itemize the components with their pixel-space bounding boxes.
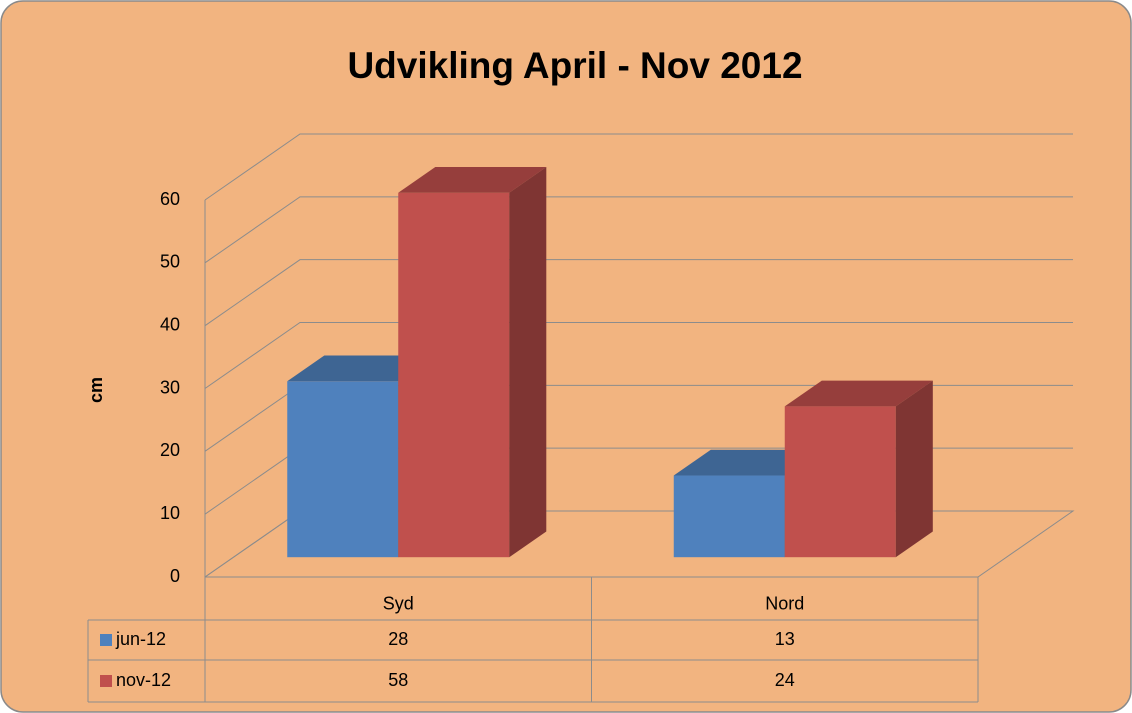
bar-top	[784, 380, 933, 407]
y-tick-label: 30	[160, 377, 180, 397]
bar-side	[509, 167, 547, 558]
legend-label: jun-12	[115, 629, 166, 649]
grid-line	[204, 322, 1073, 389]
bar-front	[287, 381, 399, 558]
bar-front	[673, 475, 785, 558]
legend-swatch	[100, 675, 112, 687]
y-tick-label: 10	[160, 503, 180, 523]
bar	[784, 380, 933, 558]
table-value: 58	[388, 670, 408, 690]
table-value: 28	[388, 629, 408, 649]
table-value: 13	[775, 629, 795, 649]
grid-line	[204, 259, 1073, 327]
legend-swatch	[100, 634, 112, 646]
y-tick-label: 40	[160, 314, 180, 334]
chart-title: Udvikling April - Nov 2012	[347, 45, 802, 86]
y-axis-label: cm	[86, 377, 106, 403]
y-tick-label: 60	[160, 189, 180, 209]
y-tick-label: 50	[160, 252, 180, 272]
x-tick-label: Nord	[765, 593, 804, 613]
bar-side	[895, 380, 933, 558]
bar-front	[398, 192, 510, 558]
bar	[398, 167, 547, 558]
x-tick-label: Syd	[383, 593, 414, 613]
table-value: 24	[775, 670, 795, 690]
grid-line	[204, 196, 1073, 264]
grid-line	[204, 133, 1073, 201]
y-tick-label: 20	[160, 440, 180, 460]
bar-top	[398, 167, 547, 193]
y-tick-label: 0	[170, 566, 180, 586]
bar-front	[784, 406, 896, 558]
legend-label: nov-12	[116, 670, 171, 690]
